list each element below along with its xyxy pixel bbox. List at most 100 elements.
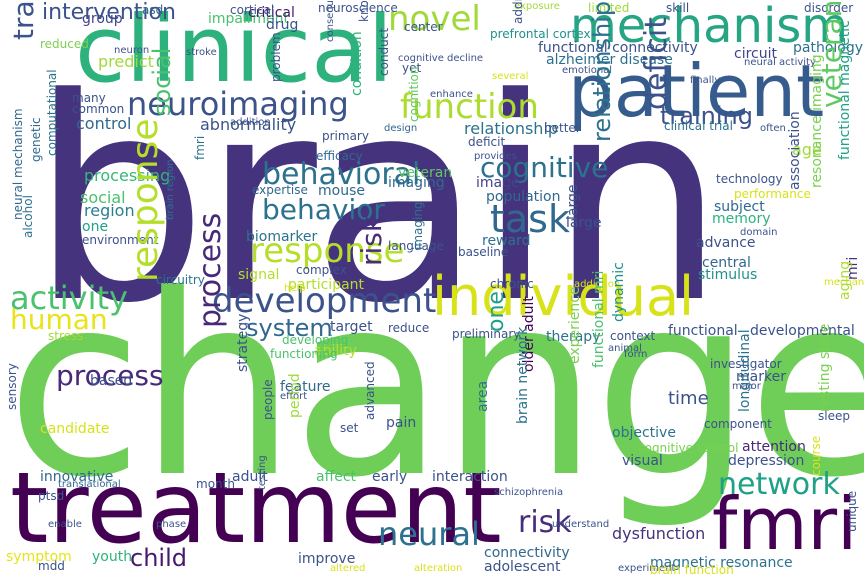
word-deficit: intervention: [42, 0, 176, 25]
word-system: behavior: [262, 193, 385, 226]
word-neuroscience: asd: [142, 3, 164, 17]
word-therapy: therapy: [546, 329, 601, 345]
word-enhance: domain: [740, 227, 778, 238]
word-control: system: [246, 314, 333, 342]
word-interaction: interaction: [432, 469, 508, 485]
word-function: function: [400, 87, 539, 127]
word-vertical: strategy: [235, 313, 251, 372]
word-vertical: training: [7, 0, 40, 40]
word-technology: technology: [716, 172, 783, 186]
word-vertical: association: [787, 111, 803, 190]
word-biomarker: biomarker: [246, 229, 318, 245]
word-conduct: several: [492, 71, 529, 82]
word-mechanism: mechanism: [570, 0, 849, 54]
word-reduce: chronic: [490, 277, 534, 291]
word-major: cognitive control: [638, 441, 739, 455]
word-brain-function: altered: [330, 563, 366, 574]
word-vertical: risk: [355, 215, 388, 266]
word-functioning: context: [610, 329, 656, 343]
word-relationship: training: [660, 102, 753, 130]
word-pathology: pathology: [793, 40, 864, 56]
word-people: functioning: [270, 347, 338, 361]
word-vertical: longitudinal: [737, 329, 753, 412]
word-vertical: response: [125, 118, 166, 282]
word-center: disorder: [804, 1, 854, 15]
word-functional: functional: [668, 323, 738, 339]
word-child: neural: [378, 515, 480, 553]
word-veteran: group: [82, 11, 123, 27]
word-neuroimaging: neuroimaging: [127, 85, 349, 123]
word-advance: advance: [696, 235, 756, 251]
word-alteration: phase: [156, 519, 187, 530]
word-based: based: [90, 373, 133, 389]
word-vertical: process: [193, 212, 228, 328]
word-consequence: emotional: [562, 65, 613, 76]
word-vertical: social: [148, 47, 176, 116]
word-age: age: [792, 140, 822, 159]
word-activity: behavioral: [262, 157, 421, 192]
word-vertical: unique: [845, 490, 859, 532]
word-vertical: cognition: [407, 66, 421, 122]
word-effort: sleep: [818, 409, 850, 423]
word-subject: subject: [714, 199, 765, 215]
word-vertical: brain region: [165, 159, 176, 220]
word-known: prefrontal cortex: [490, 27, 591, 41]
word-vertical: resonance imaging: [809, 54, 825, 188]
word-sleep: investigator: [710, 357, 782, 371]
word-memory: memory: [712, 211, 771, 227]
word-impairment: abnormality: [200, 115, 297, 134]
word-neural: risk: [518, 505, 572, 540]
word-reward: social: [80, 188, 126, 207]
word-vertical: testing: [257, 455, 268, 490]
word-cohort: imaging: [388, 175, 445, 191]
word-problem: cognitive decline: [398, 53, 484, 64]
word-help: understand: [552, 519, 610, 530]
word-signal: signal: [238, 267, 280, 283]
word-vertical: alcohol: [21, 195, 35, 238]
word-novel: activity: [10, 279, 128, 317]
word-vertical: address: [511, 0, 525, 24]
word-primary: primary: [322, 129, 369, 143]
word-symptom: symptom: [6, 549, 72, 565]
word-vertical: aging: [837, 260, 853, 300]
word-vertical: relationship: [588, 0, 616, 142]
word-intervention: child: [130, 544, 187, 572]
word-time: time: [668, 388, 709, 409]
word-understand: alteration: [414, 563, 463, 574]
word-depression: depression: [728, 453, 805, 469]
word-predict: human: [10, 303, 108, 336]
word-drug: impairment: [208, 11, 290, 27]
word-vertical: fmri: [193, 135, 207, 160]
word-magnetic-resonance: magnetic resonance: [650, 555, 793, 571]
word-participant: participant: [288, 277, 365, 293]
word-condition: population: [486, 189, 561, 205]
word-group: process: [56, 359, 164, 392]
word-performance: addiction: [574, 279, 621, 290]
word-vertical: resting state: [817, 323, 833, 412]
word-connectivity: connectivity: [484, 545, 570, 561]
word-vertical: large: [565, 184, 581, 220]
word-cognitive: novel: [388, 0, 481, 39]
word-form: experiment: [618, 563, 676, 574]
word-dynamic: one: [82, 219, 109, 235]
word-addiction: form: [624, 349, 648, 360]
word-clinical-trial: clinical trial: [664, 119, 733, 133]
word-cognition: image: [476, 175, 520, 191]
word-adolescent: adolescent: [484, 559, 561, 575]
word-design: performance: [734, 187, 811, 201]
word-alzheimer-disease: alzheimer disease: [546, 52, 673, 68]
word-vertical: deficit: [639, 17, 674, 110]
word-pain: pain: [386, 415, 417, 431]
word-human: response: [250, 231, 405, 271]
word-asd: cortical: [230, 3, 275, 17]
word-task: task: [490, 197, 570, 241]
word-often: provides: [474, 151, 517, 162]
word-objective: objective: [612, 425, 676, 441]
word-imaging: predict: [98, 52, 154, 71]
word-candidate: candidate: [40, 421, 110, 437]
word-set: developing: [282, 333, 349, 347]
word-prefrontal-cortex: center: [404, 20, 443, 34]
word-designed: exposure: [514, 1, 560, 12]
word-context: circuitry: [156, 273, 205, 287]
word-vertical: problem: [269, 32, 283, 82]
